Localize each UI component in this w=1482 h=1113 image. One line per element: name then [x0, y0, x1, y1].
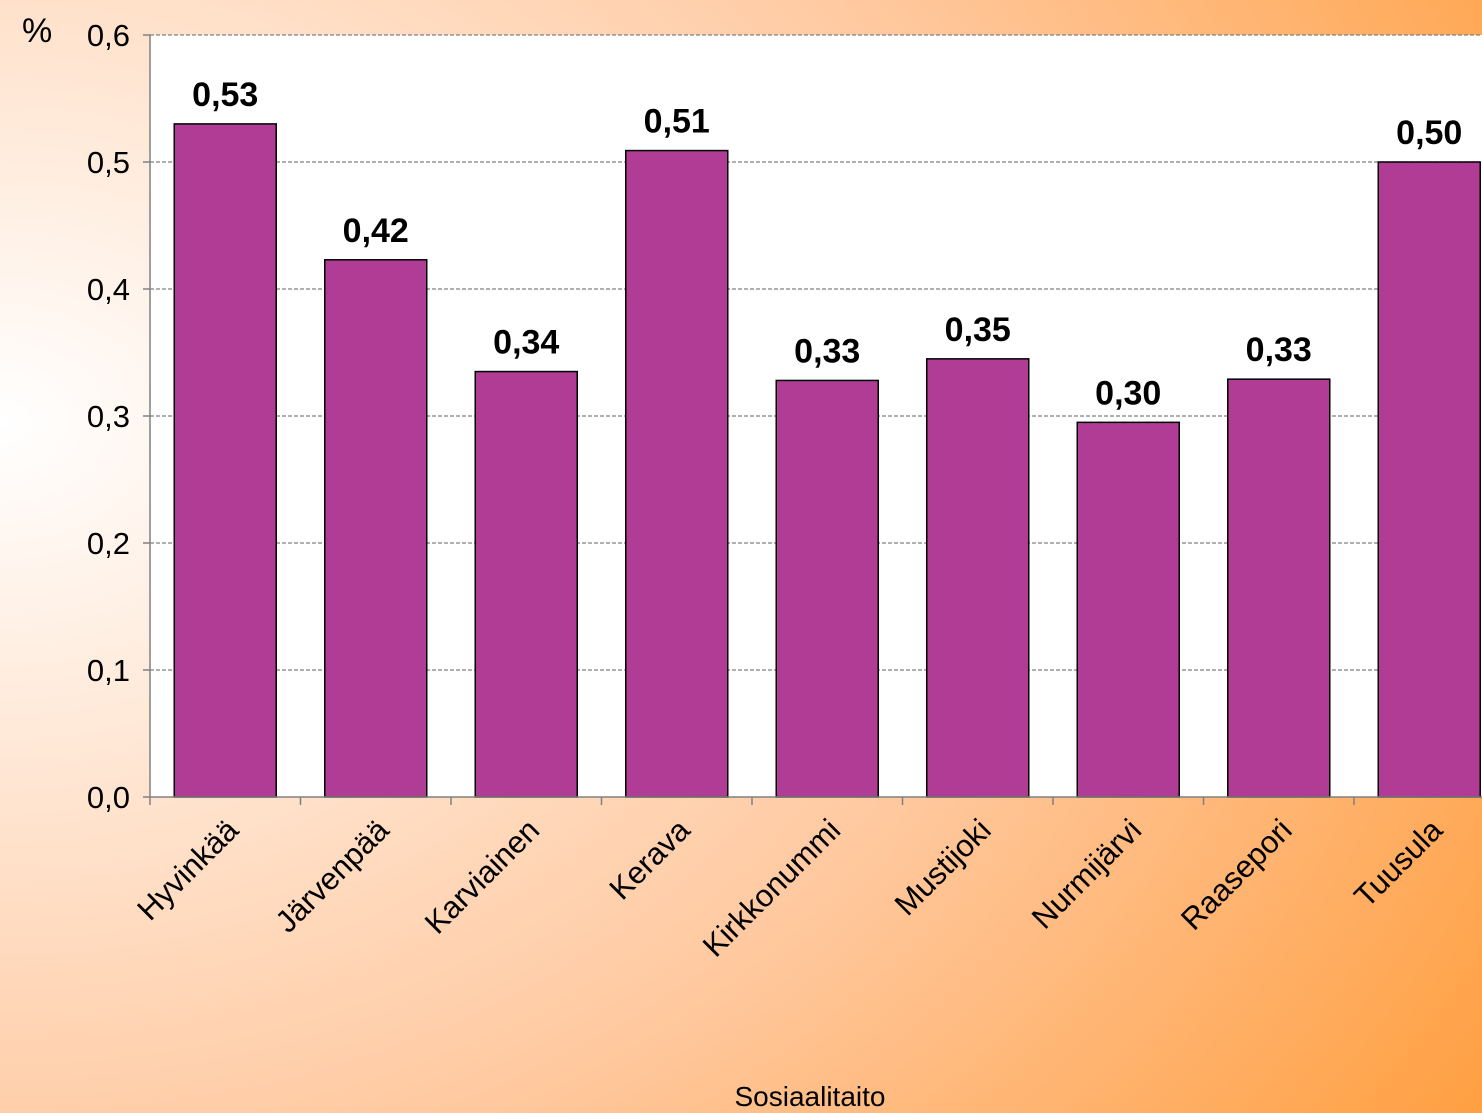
bar-2: [474, 370, 578, 798]
data-label: 0,34: [493, 324, 559, 362]
bar-7: [1227, 378, 1331, 798]
bar-6: [1076, 421, 1180, 798]
y-tick-label: 0,3: [87, 399, 130, 434]
y-unit-label: %: [22, 12, 52, 50]
data-label: 0,35: [945, 311, 1011, 349]
bar-3: [625, 149, 729, 798]
data-label: 0,51: [644, 103, 710, 141]
data-label: 0,30: [1095, 374, 1161, 412]
axes: [143, 34, 1482, 805]
data-label: 0,50: [1396, 114, 1462, 152]
bar-1: [324, 259, 428, 798]
bar-8: [1377, 161, 1481, 798]
y-tick-label: 0,5: [87, 145, 130, 180]
data-label: 0,42: [343, 212, 409, 250]
y-tick-label: 0,1: [87, 653, 130, 688]
data-label: 0,53: [192, 76, 258, 114]
y-tick-label: 0,2: [87, 526, 130, 561]
y-tick-label: 0,6: [87, 18, 130, 53]
data-label: 0,33: [794, 332, 860, 370]
bars: [173, 123, 1481, 798]
y-tick-label: 0,0: [87, 780, 130, 815]
y-tick-label: 0,4: [87, 272, 130, 307]
bar-5: [926, 358, 1030, 798]
x-axis-title: Sosiaalitaito: [735, 1081, 886, 1112]
data-label: 0,33: [1246, 331, 1312, 369]
bar-0: [173, 123, 277, 798]
bar-4: [775, 379, 879, 798]
